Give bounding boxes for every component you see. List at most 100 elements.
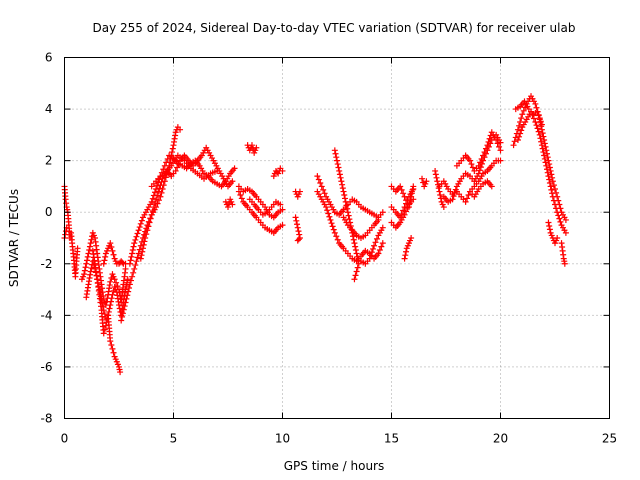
data-point <box>119 259 126 266</box>
data-point <box>367 252 374 259</box>
data-point <box>118 317 125 324</box>
data-point <box>62 228 69 235</box>
data-point <box>157 182 164 189</box>
data-point <box>129 247 136 254</box>
data-point <box>133 258 140 265</box>
data-point <box>517 118 524 125</box>
data-point <box>354 253 361 260</box>
data-point <box>331 147 338 154</box>
y-tick-label: 2 <box>45 154 53 168</box>
data-point <box>548 186 555 193</box>
data-point <box>121 303 128 310</box>
data-point <box>229 201 236 208</box>
data-point <box>352 272 359 279</box>
data-point <box>465 192 472 199</box>
data-point <box>238 195 245 202</box>
x-axis-label: GPS time / hours <box>284 459 385 473</box>
data-point <box>140 241 147 248</box>
data-point <box>403 248 410 255</box>
data-point <box>132 262 139 269</box>
data-point <box>149 207 156 214</box>
data-point <box>518 127 525 134</box>
x-tick-label: 10 <box>275 432 290 446</box>
data-point <box>131 265 138 272</box>
data-point <box>81 267 88 274</box>
data-point <box>84 253 91 260</box>
data-point <box>433 174 440 181</box>
data-point <box>477 159 484 166</box>
y-tick-labels: -8 -6 -4 -2 0 2 4 6 <box>41 51 53 426</box>
data-point <box>538 138 545 145</box>
data-point <box>561 260 568 267</box>
data-point <box>237 192 244 199</box>
data-point <box>83 260 90 267</box>
data-point <box>129 250 136 257</box>
data-point <box>334 157 340 164</box>
data-point <box>535 128 542 135</box>
data-point <box>136 224 143 231</box>
data-point <box>533 104 540 111</box>
data-point <box>295 228 302 235</box>
data-point <box>496 143 503 150</box>
data-point <box>401 255 408 262</box>
data-point <box>177 126 184 133</box>
plot-frame <box>64 57 610 419</box>
data-point <box>155 197 162 204</box>
data-point <box>482 145 489 152</box>
data-point <box>534 108 541 115</box>
x-tick-labels: 0 5 10 15 20 25 <box>61 432 617 446</box>
data-point <box>156 185 163 192</box>
data-point <box>542 159 549 166</box>
data-point <box>107 338 114 345</box>
data-point <box>164 155 171 162</box>
data-point <box>117 369 124 376</box>
data-point <box>562 216 569 223</box>
data-point <box>141 238 148 245</box>
data-point <box>516 133 523 140</box>
data-point <box>157 193 164 200</box>
data-point <box>488 183 495 190</box>
data-point <box>142 235 149 241</box>
data-point <box>369 245 376 252</box>
data-point <box>537 135 544 142</box>
data-point <box>325 210 332 217</box>
data-point <box>102 322 109 329</box>
data-point <box>354 264 361 271</box>
data-point <box>406 200 413 207</box>
data-point <box>379 209 386 216</box>
data-point <box>318 183 325 190</box>
data-point <box>169 149 176 156</box>
data-point <box>405 204 412 211</box>
data-point <box>100 330 107 337</box>
data-point <box>109 291 116 298</box>
data-point <box>536 115 543 122</box>
data-point <box>546 176 553 183</box>
data-point <box>401 211 408 218</box>
data-point <box>120 306 127 313</box>
data-point <box>368 249 375 256</box>
data-point <box>535 111 542 118</box>
data-point <box>145 223 152 230</box>
data-point <box>127 277 134 284</box>
data-point <box>419 175 426 182</box>
data-point <box>341 192 348 199</box>
data-point <box>108 298 115 305</box>
data-point <box>119 310 126 317</box>
data-point <box>62 231 69 238</box>
data-point <box>352 243 359 250</box>
data-point <box>330 226 337 233</box>
data-point <box>153 196 160 203</box>
data-point <box>154 192 161 199</box>
data-point <box>518 115 525 122</box>
data-point <box>375 250 382 257</box>
data-point <box>436 188 443 195</box>
data-point <box>546 222 553 229</box>
data-point <box>124 292 131 299</box>
data-point <box>353 250 360 257</box>
data-point <box>125 288 132 295</box>
data-point <box>111 276 118 283</box>
data-point <box>292 214 299 221</box>
data-point <box>336 171 343 178</box>
data-point <box>557 218 564 225</box>
data-point <box>333 154 340 161</box>
